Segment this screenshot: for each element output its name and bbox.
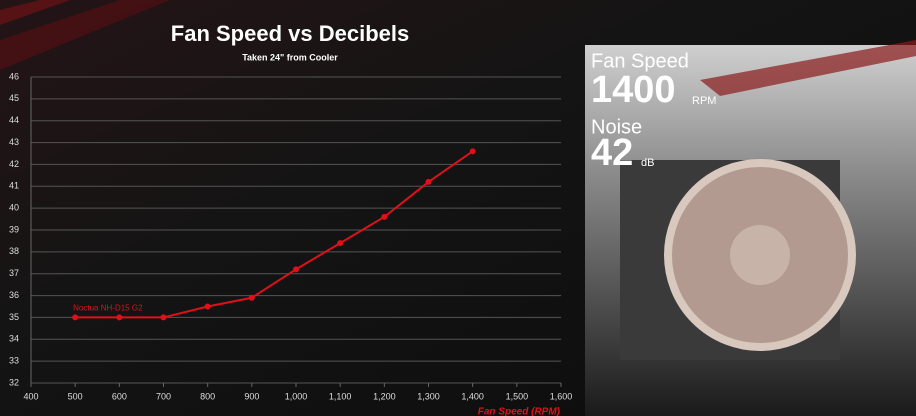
x-tick-label: 700 bbox=[156, 391, 171, 401]
x-tick-label: 500 bbox=[68, 391, 83, 401]
streak bbox=[0, 0, 70, 25]
x-tick-label: 900 bbox=[244, 391, 259, 401]
y-tick-label: 45 bbox=[9, 93, 19, 103]
streak bbox=[0, 0, 170, 70]
x-tick-label: 1,300 bbox=[417, 391, 440, 401]
y-tick-label: 32 bbox=[9, 377, 19, 387]
x-tick-label: 600 bbox=[112, 391, 127, 401]
y-tick-label: 36 bbox=[9, 290, 19, 300]
point bbox=[293, 266, 299, 273]
x-tick-label: 1,200 bbox=[373, 391, 396, 401]
photo-panel: Fan Speed 1400 RPM Noise 42 dB bbox=[585, 40, 916, 416]
noise-unit: dB bbox=[641, 157, 654, 169]
legend-label: Noctua NH-D15 G2 bbox=[73, 304, 143, 313]
point bbox=[160, 314, 167, 321]
y-tick-label: 37 bbox=[9, 268, 19, 278]
y-tick-label: 43 bbox=[9, 137, 19, 147]
x-tick-label: 400 bbox=[23, 391, 38, 401]
speed-value: 1400 bbox=[591, 69, 676, 111]
y-tick-label: 34 bbox=[9, 334, 19, 344]
x-tick-label: 800 bbox=[200, 391, 215, 401]
x-tick-label: 1,400 bbox=[461, 391, 484, 401]
series-line bbox=[75, 150, 474, 319]
chart-title: Fan Speed vs Decibels bbox=[171, 21, 409, 46]
chart-subtitle: Taken 24" from Cooler bbox=[242, 52, 338, 62]
y-tick-label: 41 bbox=[9, 181, 19, 191]
point bbox=[337, 240, 344, 247]
point bbox=[469, 148, 476, 155]
x-axis-label: Fan Speed (RPM) bbox=[478, 407, 561, 416]
x-tick-label: 1,000 bbox=[285, 391, 308, 401]
noise-value: 42 bbox=[591, 132, 633, 174]
y-tick-label: 35 bbox=[9, 312, 19, 322]
fan-hub bbox=[730, 225, 790, 285]
point bbox=[204, 303, 211, 310]
speed-label: Fan Speed bbox=[591, 50, 689, 72]
y-tick-label: 39 bbox=[9, 224, 19, 234]
photo-detail bbox=[700, 40, 916, 96]
speed-unit: RPM bbox=[692, 95, 716, 107]
point bbox=[72, 314, 79, 321]
y-tick-label: 38 bbox=[9, 246, 19, 256]
y-tick-label: 42 bbox=[9, 159, 19, 169]
y-tick-label: 46 bbox=[9, 71, 19, 81]
y-tick-label: 33 bbox=[9, 356, 19, 366]
point bbox=[425, 178, 432, 185]
x-tick-label: 1,600 bbox=[550, 391, 573, 401]
y-tick-label: 40 bbox=[9, 203, 19, 213]
point bbox=[381, 213, 388, 220]
point bbox=[248, 294, 255, 301]
point bbox=[116, 314, 123, 321]
y-tick-label: 44 bbox=[9, 115, 19, 125]
x-tick-label: 1,500 bbox=[506, 391, 529, 401]
noise-label: Noise bbox=[591, 116, 642, 138]
x-tick-label: 1,100 bbox=[329, 391, 352, 401]
